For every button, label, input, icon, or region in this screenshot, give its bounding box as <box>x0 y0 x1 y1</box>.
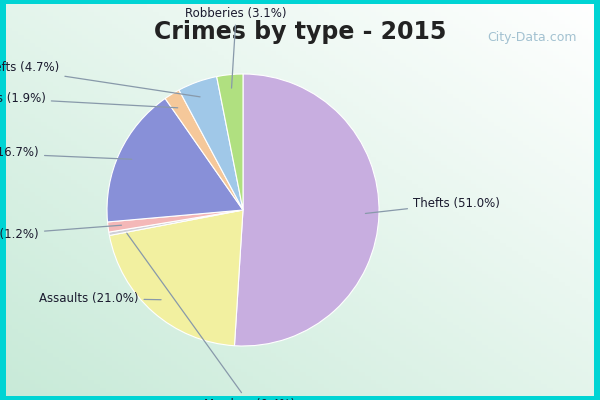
Wedge shape <box>107 98 243 222</box>
Text: Murders (0.4%): Murders (0.4%) <box>127 233 295 400</box>
Wedge shape <box>179 76 243 210</box>
Text: Arson (1.2%): Arson (1.2%) <box>0 225 121 241</box>
Wedge shape <box>109 210 243 236</box>
Text: Assaults (21.0%): Assaults (21.0%) <box>39 292 161 305</box>
Text: Crimes by type - 2015: Crimes by type - 2015 <box>154 20 446 44</box>
Wedge shape <box>165 90 243 210</box>
Text: Rapes (1.9%): Rapes (1.9%) <box>0 92 178 108</box>
Text: Auto thefts (4.7%): Auto thefts (4.7%) <box>0 61 200 97</box>
Text: Thefts (51.0%): Thefts (51.0%) <box>365 197 500 214</box>
Text: City-Data.com: City-Data.com <box>487 32 577 44</box>
Wedge shape <box>235 74 379 346</box>
Wedge shape <box>107 210 243 232</box>
Text: Robberies (3.1%): Robberies (3.1%) <box>185 7 287 88</box>
Wedge shape <box>109 210 243 346</box>
Text: Burglaries (16.7%): Burglaries (16.7%) <box>0 146 132 159</box>
Wedge shape <box>217 74 243 210</box>
